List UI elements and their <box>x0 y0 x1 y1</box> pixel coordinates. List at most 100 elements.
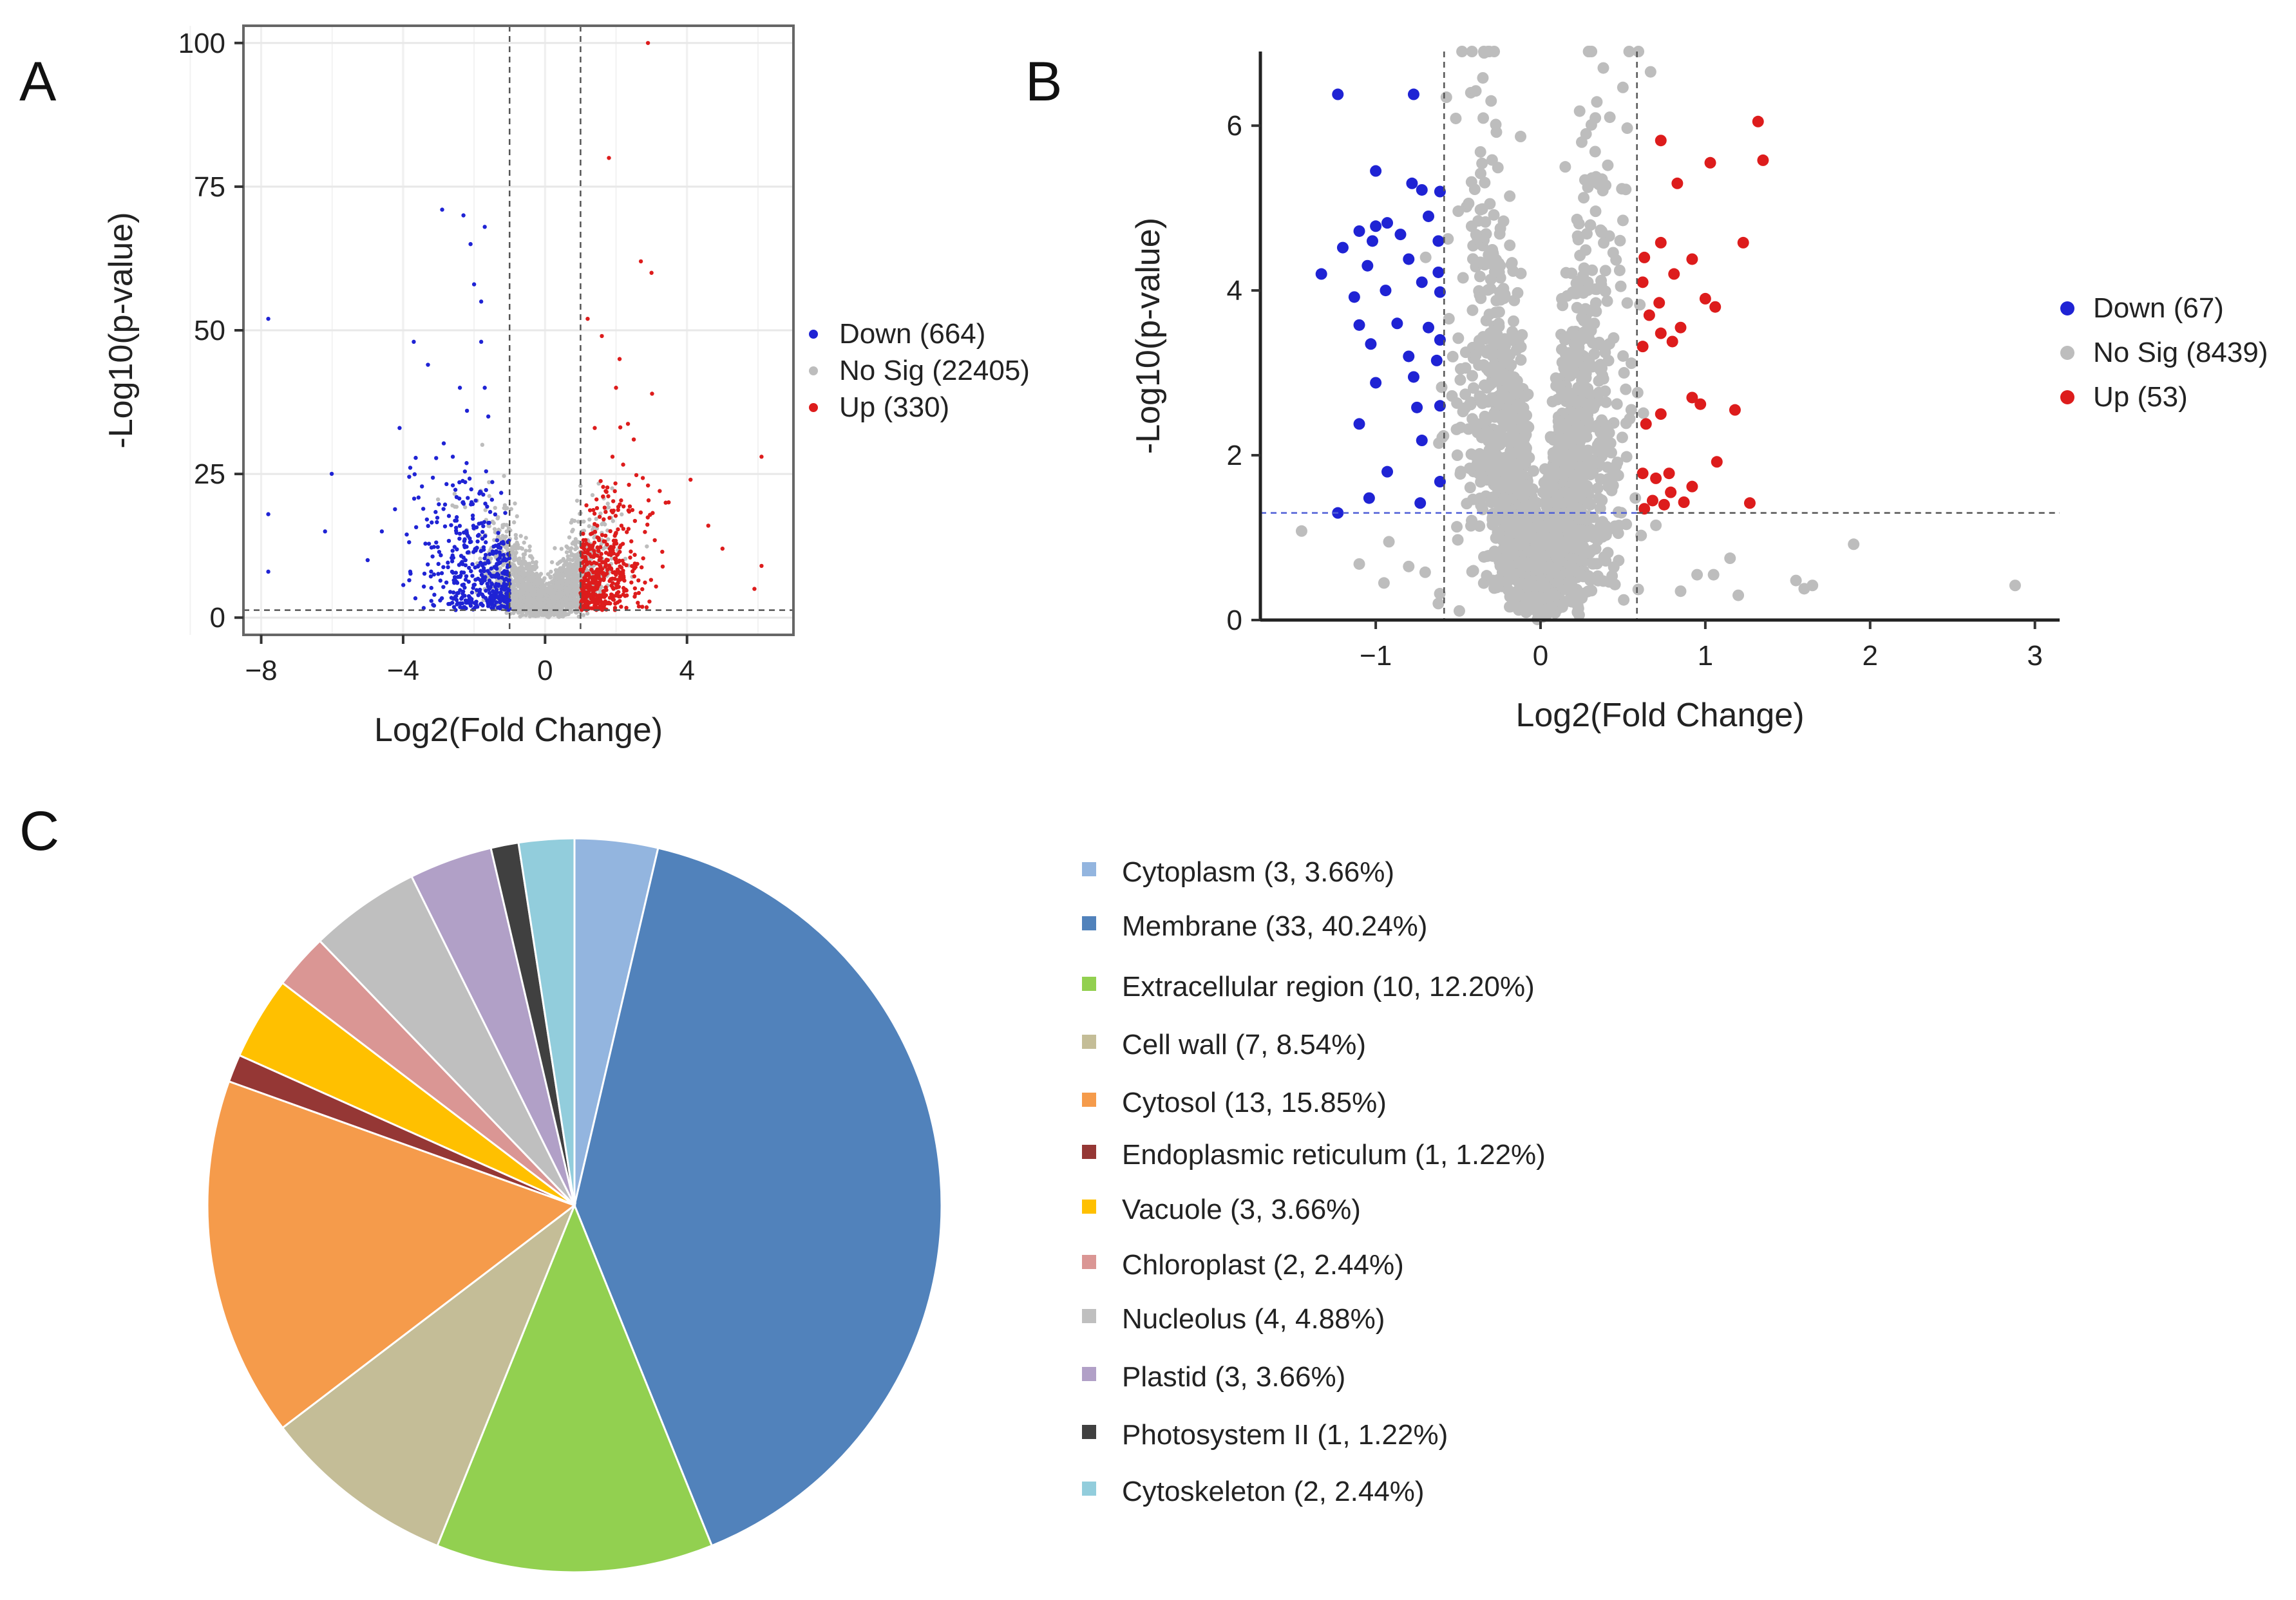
point-nosig <box>513 574 518 578</box>
point-down <box>429 585 433 590</box>
point-down <box>441 507 446 511</box>
point-up <box>638 259 643 264</box>
point-nosig <box>1440 91 1452 104</box>
x-tick-label: −8 <box>245 655 277 686</box>
point-down <box>489 497 495 502</box>
point-nosig <box>1452 332 1465 344</box>
point-nosig <box>513 532 518 538</box>
point-nosig <box>1623 46 1635 57</box>
point-nosig <box>562 595 567 599</box>
point-nosig <box>524 536 528 540</box>
point-nosig <box>1637 407 1649 419</box>
point-nosig <box>1490 126 1503 138</box>
point-up <box>645 515 650 520</box>
point-up <box>591 554 596 560</box>
point-down <box>483 561 488 566</box>
point-up <box>640 476 645 480</box>
point-up <box>583 603 589 607</box>
point-up <box>598 604 603 608</box>
point-down <box>457 523 462 528</box>
point-down <box>461 530 466 535</box>
point-down <box>440 207 444 212</box>
point-nosig <box>1586 337 1599 349</box>
point-down <box>404 532 409 537</box>
point-down <box>429 599 433 603</box>
point-nosig <box>555 583 560 587</box>
point-up <box>613 513 618 518</box>
point-nosig <box>1466 304 1479 316</box>
point-nosig <box>517 558 522 562</box>
point-nosig <box>547 609 552 614</box>
x-tick-label: −4 <box>387 655 419 686</box>
point-nosig <box>565 601 569 606</box>
point-down <box>439 571 444 576</box>
point-up <box>752 587 757 591</box>
point-nosig <box>551 583 556 588</box>
point-up <box>623 587 628 592</box>
point-nosig <box>1475 292 1487 305</box>
point-down <box>501 541 506 546</box>
point-nosig <box>574 498 580 503</box>
point-up <box>606 494 611 498</box>
point-nosig <box>1634 299 1646 311</box>
point-down <box>428 574 433 579</box>
point-nosig <box>559 577 564 581</box>
point-nosig <box>563 578 568 583</box>
point-nosig <box>573 582 577 587</box>
point-nosig <box>546 572 551 576</box>
point-up <box>632 552 637 557</box>
point-down <box>426 562 430 567</box>
point-down <box>474 588 479 592</box>
point-nosig <box>487 480 491 485</box>
point-nosig <box>560 581 565 586</box>
point-nosig <box>553 546 557 551</box>
point-up <box>611 499 616 504</box>
point-nosig <box>600 522 604 527</box>
point-nosig <box>528 603 533 608</box>
point-down <box>379 529 384 534</box>
point-down <box>496 531 500 535</box>
point-nosig <box>1586 46 1598 57</box>
point-nosig <box>511 520 517 525</box>
point-down <box>435 515 440 520</box>
point-nosig <box>518 534 523 538</box>
point-down <box>484 588 488 593</box>
point-down <box>484 540 488 545</box>
point-down <box>475 539 480 544</box>
point-down <box>464 545 469 549</box>
point-down <box>473 601 478 605</box>
point-nosig <box>536 602 541 607</box>
point-down <box>479 602 483 607</box>
point-down <box>468 540 473 545</box>
point-nosig <box>567 568 571 573</box>
point-down <box>451 570 455 575</box>
point-nosig <box>611 519 616 523</box>
point-nosig <box>1461 498 1473 510</box>
point-nosig <box>1573 105 1586 117</box>
point-down <box>462 537 467 541</box>
point-nosig <box>512 595 517 600</box>
point-down <box>463 563 468 568</box>
point-up <box>640 565 644 570</box>
point-up <box>645 41 650 45</box>
point-down <box>460 500 465 505</box>
point-nosig <box>535 574 539 579</box>
point-nosig <box>504 610 509 616</box>
point-nosig <box>573 570 578 575</box>
point-down <box>479 572 484 577</box>
point-up <box>612 556 617 561</box>
point-nosig <box>531 582 536 587</box>
point-nosig <box>1479 176 1491 189</box>
point-up <box>599 552 603 556</box>
point-down <box>430 475 435 480</box>
point-down <box>498 590 503 596</box>
point-down <box>464 408 470 413</box>
point-up <box>652 538 657 543</box>
point-nosig <box>521 599 526 604</box>
point-nosig <box>530 574 535 579</box>
point-up <box>593 426 597 430</box>
point-down <box>459 596 464 601</box>
point-up <box>620 558 625 563</box>
point-down <box>426 541 432 546</box>
